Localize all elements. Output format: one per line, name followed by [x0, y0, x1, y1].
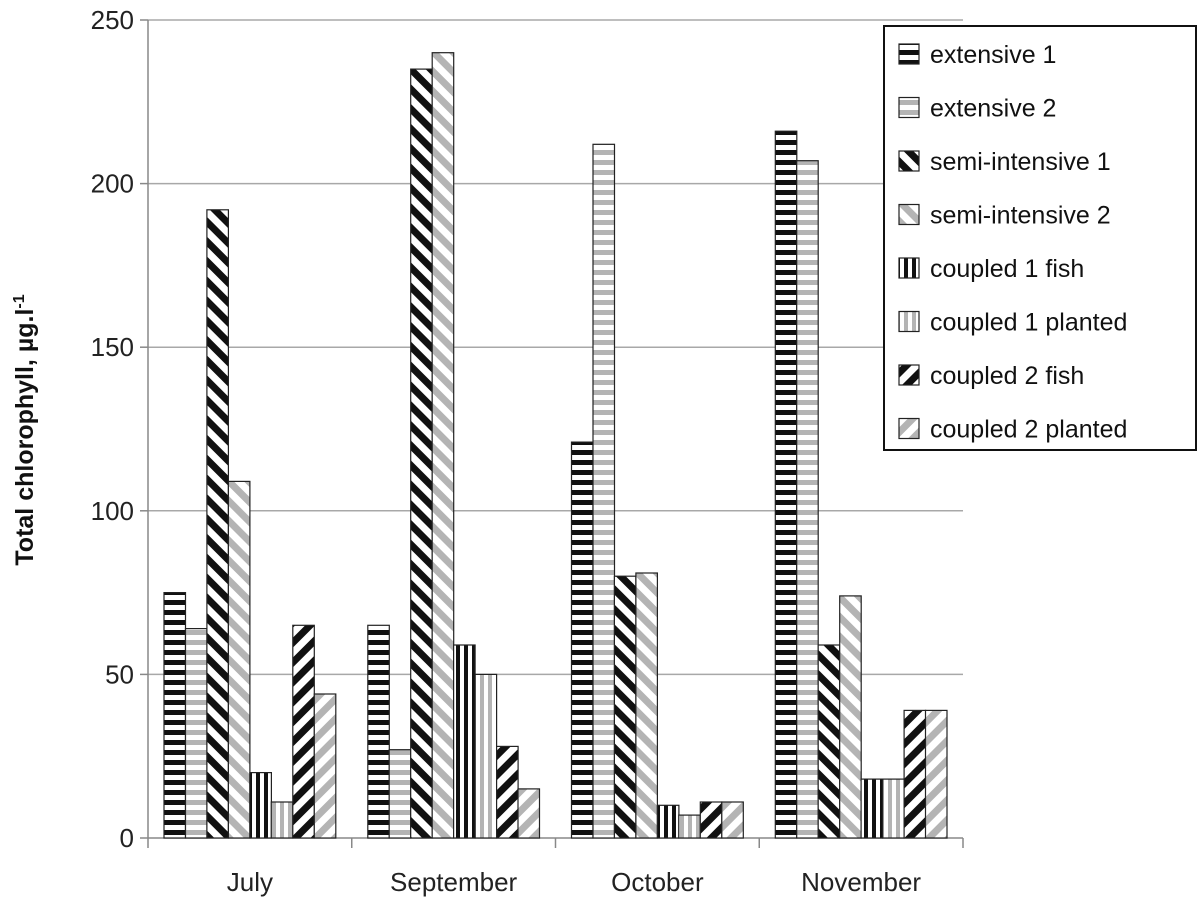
- legend-label-coupled-1-planted: coupled 1 planted: [930, 309, 1127, 337]
- bar-coupled-2-fish-november: [903, 709, 927, 839]
- bar-coupled-2-planted-september: [517, 788, 541, 839]
- legend-swatch-semi-intensive-2: [898, 203, 920, 226]
- legend-swatch-extensive-1: [898, 43, 920, 65]
- bar-coupled-2-planted-november: [924, 709, 948, 839]
- legend-swatch-coupled-1-fish: [898, 257, 920, 279]
- bar-semi-intensive-1-november: [817, 644, 841, 839]
- legend-swatch-coupled-1-planted: [898, 310, 920, 333]
- legend-swatch-coupled-2-fish: [898, 364, 920, 386]
- legend-label-extensive-2: extensive 2: [930, 95, 1056, 123]
- bar-extensive-1-october: [570, 441, 594, 839]
- bar-coupled-1-planted-november: [881, 778, 905, 839]
- bar-coupled-2-planted-july: [313, 693, 337, 839]
- x-tick-label-november: November: [801, 867, 921, 897]
- bar-extensive-2-july: [184, 627, 208, 839]
- legend: extensive 1 extensive 2 semi-intensive 1 se…: [883, 25, 1197, 451]
- legend-swatch-coupled-2-planted: [898, 417, 920, 440]
- bar-extensive-2-october: [592, 143, 616, 839]
- x-tick-label-july: July: [227, 867, 273, 897]
- gridlines: [148, 19, 963, 676]
- bar-extensive-2-september: [388, 749, 412, 839]
- legend-label-coupled-2-fish: coupled 2 fish: [930, 362, 1084, 390]
- x-tick-label-september: September: [390, 867, 518, 897]
- axis-labels: 0 50 100 150 200 250 July September October Novem…: [91, 5, 922, 897]
- bar-coupled-1-fish-september: [453, 644, 476, 839]
- legend-swatch-semi-intensive-1: [898, 150, 920, 172]
- y-tick-label-250: 250: [91, 5, 134, 35]
- bar-semi-intensive-2-september: [431, 52, 455, 839]
- y-tick-label-150: 150: [91, 332, 134, 362]
- y-tick-label-100: 100: [91, 496, 134, 526]
- bar-coupled-1-fish-july: [249, 771, 272, 839]
- bar-coupled-1-fish-november: [860, 778, 884, 839]
- bars: [163, 52, 948, 839]
- bar-coupled-1-fish-october: [656, 804, 680, 839]
- bar-coupled-2-fish-october: [699, 801, 723, 839]
- bar-coupled-2-fish-july: [292, 624, 315, 839]
- bar-coupled-1-planted-september: [474, 673, 498, 839]
- y-tick-label-200: 200: [91, 169, 134, 199]
- bar-coupled-2-planted-october: [721, 801, 744, 839]
- bar-semi-intensive-1-july: [206, 209, 229, 839]
- bar-semi-intensive-1-september: [410, 68, 433, 839]
- bar-extensive-2-november: [796, 160, 819, 839]
- bar-semi-intensive-2-october: [635, 572, 659, 839]
- legend-label-semi-intensive-1: semi-intensive 1: [930, 148, 1111, 176]
- legend-label-semi-intensive-2: semi-intensive 2: [930, 202, 1111, 230]
- y-axis-title: Total chlorophyll, µg.l-1: [11, 294, 39, 565]
- bar-extensive-1-july: [163, 591, 187, 839]
- bar-extensive-1-november: [774, 130, 798, 839]
- legend-label-extensive-1: extensive 1: [930, 41, 1056, 69]
- y-tick-label-50: 50: [105, 659, 134, 689]
- bar-coupled-1-planted-july: [270, 801, 294, 839]
- bar-semi-intensive-2-july: [227, 480, 251, 839]
- bar-extensive-1-september: [367, 624, 390, 839]
- legend-label-coupled-1-fish: coupled 1 fish: [930, 255, 1084, 283]
- x-tick-label-october: October: [611, 867, 704, 897]
- bar-semi-intensive-1-october: [613, 575, 637, 839]
- y-tick-label-0: 0: [120, 823, 134, 853]
- bar-coupled-2-fish-september: [496, 745, 519, 839]
- legend-swatch-extensive-2: [898, 96, 920, 119]
- bar-coupled-1-planted-october: [678, 814, 701, 839]
- legend-label-coupled-2-planted: coupled 2 planted: [930, 416, 1127, 444]
- legend-box: [883, 25, 1197, 451]
- bar-semi-intensive-2-november: [839, 595, 862, 839]
